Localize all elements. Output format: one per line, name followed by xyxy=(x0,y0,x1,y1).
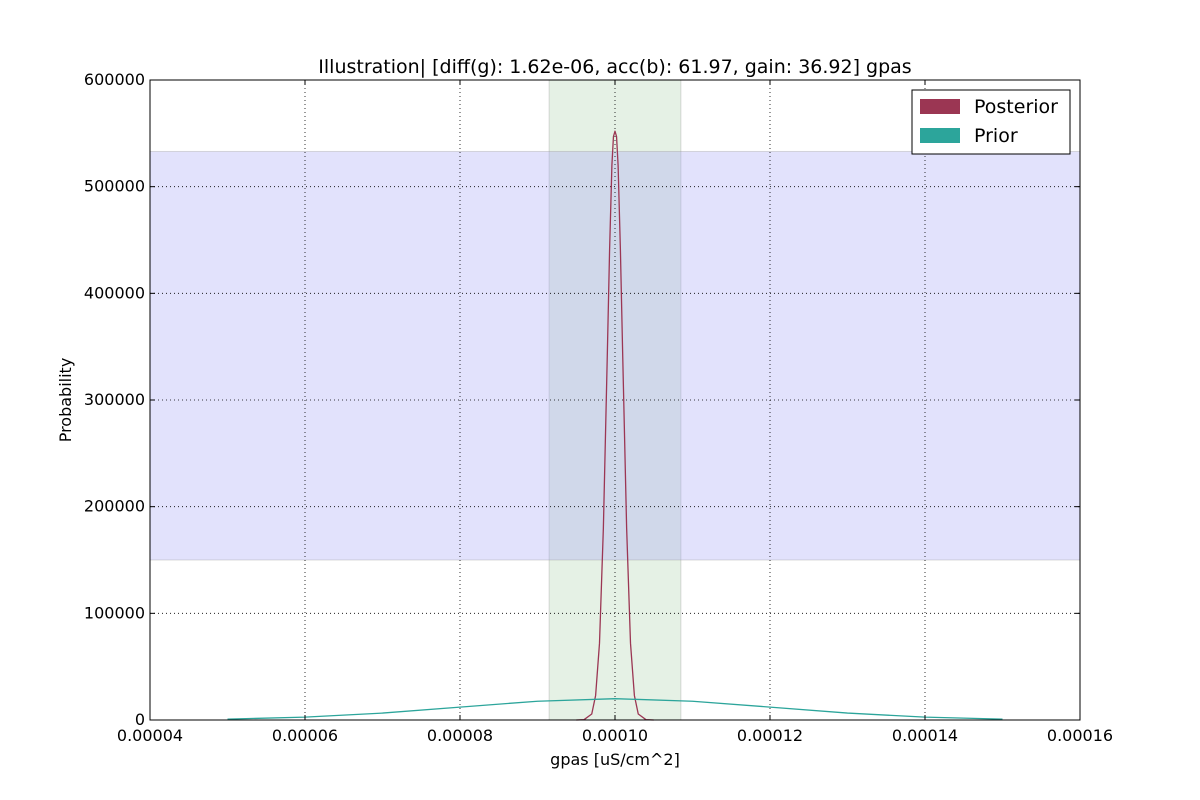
y-tick-label: 200000 xyxy=(84,497,145,516)
series-line-posterior xyxy=(576,130,654,721)
x-tick-label: 0.00006 xyxy=(272,726,338,745)
x-tick-label: 0.00008 xyxy=(427,726,493,745)
legend-swatch-prior xyxy=(920,128,960,143)
horizontal-band xyxy=(149,150,1081,561)
y-tick-label: 600000 xyxy=(84,70,145,89)
legend: Posterior Prior xyxy=(911,89,1071,155)
legend-label-prior: Prior xyxy=(974,125,1018,147)
x-tick-label: 0.00010 xyxy=(582,726,648,745)
y-tick-label: 300000 xyxy=(84,390,145,409)
series-layer xyxy=(227,130,1003,721)
legend-swatch-posterior xyxy=(920,99,960,114)
series-line-prior xyxy=(227,698,1003,720)
ticks-layer: 0.00004 0.00006 0.00008 0.00010 0.00012 0.000… xyxy=(84,70,1113,745)
y-tick-label: 500000 xyxy=(84,177,145,196)
y-axis-label: Probability xyxy=(56,358,75,443)
chart-title: Illustration| [diff(g): 1.62e-06, acc(b)… xyxy=(318,56,911,78)
y-tick-label: 400000 xyxy=(84,283,145,302)
x-axis-label: gpas [uS/cm^2] xyxy=(550,750,680,769)
y-tick-label: 100000 xyxy=(84,603,145,622)
legend-label-posterior: Posterior xyxy=(974,96,1058,118)
y-tick-label: 0 xyxy=(135,710,145,729)
x-tick-label: 0.00012 xyxy=(737,726,803,745)
x-tick-label: 0.00016 xyxy=(1047,726,1113,745)
x-tick-label: 0.00004 xyxy=(117,726,183,745)
x-tick-label: 0.00014 xyxy=(892,726,958,745)
